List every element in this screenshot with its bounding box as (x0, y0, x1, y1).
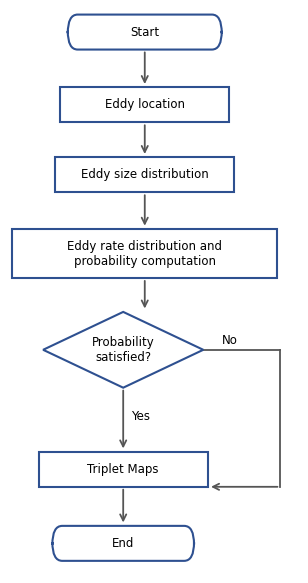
Text: Triplet Maps: Triplet Maps (87, 463, 159, 476)
Bar (60, 87, 229, 122)
Text: Start: Start (130, 26, 159, 38)
FancyBboxPatch shape (68, 15, 222, 50)
Text: Eddy rate distribution and
probability computation: Eddy rate distribution and probability c… (67, 240, 222, 268)
Text: End: End (112, 537, 134, 550)
Bar (38, 452, 208, 487)
Bar (55, 157, 234, 192)
FancyBboxPatch shape (52, 526, 194, 561)
Polygon shape (43, 312, 203, 388)
Text: Eddy location: Eddy location (105, 99, 185, 111)
Text: Eddy size distribution: Eddy size distribution (81, 168, 209, 181)
Text: Probability
satisfied?: Probability satisfied? (92, 336, 155, 364)
Bar (12, 229, 277, 279)
Text: Yes: Yes (131, 410, 150, 423)
Text: No: No (222, 334, 238, 347)
